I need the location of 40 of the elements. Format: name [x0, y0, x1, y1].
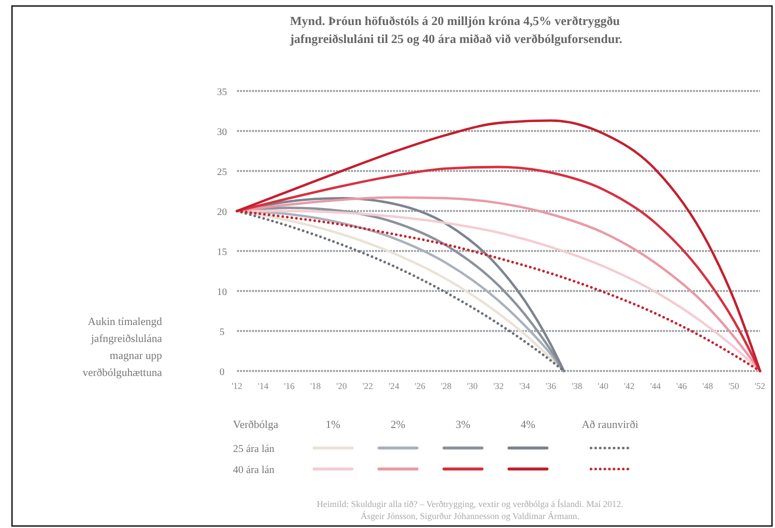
y-tick-label: 15 [217, 247, 227, 258]
x-tick-label: '48 [702, 381, 714, 391]
text: 2% [390, 419, 406, 431]
x-tick-label: '28 [440, 381, 452, 391]
x-tick-label: '34 [519, 381, 530, 391]
x-tick-label: '32 [493, 381, 504, 391]
x-tick-label: '22 [362, 381, 374, 391]
x-tick-label: '44 [650, 381, 662, 391]
text: 40 ára lán [233, 465, 276, 476]
x-tick-label: '18 [310, 381, 322, 391]
y-tick-label: 10 [217, 287, 227, 298]
x-tick-label: '36 [545, 381, 557, 391]
text: 1% [326, 419, 340, 431]
y-axis-title: Aukin tímalengd jafngreiðslulána magnar upp verðbólguhættuna [82, 316, 162, 379]
text: 25 ára lán [233, 444, 276, 455]
y-tick-label: 20 [217, 207, 227, 218]
x-tick-label: '42 [624, 381, 635, 391]
x-tick-label: '20 [336, 381, 348, 391]
text: 4% [520, 419, 536, 431]
x-tick-label: '12 [232, 381, 242, 391]
y-tick-label: 5 [220, 327, 224, 338]
x-tick-label: '40 [598, 381, 609, 391]
x-tick-label: '14 [258, 381, 269, 391]
legend-title: Verðbólga [233, 419, 278, 431]
x-tick-label: '50 [728, 381, 740, 391]
chart-title: Mynd. Þróun höfuðstóls á 20 milljón króna 4,5% verðtryggðu jafngreiðsluláni til 25 og 40 ára miðað við verðbólguforsendur. [289, 14, 622, 46]
y-tick-label: 0 [220, 367, 224, 378]
y-tick-label: 35 [217, 87, 227, 98]
y-tick-label: 25 [217, 167, 227, 178]
text: Heimild: Skuldugir alla tíð? – Verðtrygging, vextir og verðbólga á Íslandi. Maí 2012. Ásgeir Jónsson, Sigurður Jóhannesson og Valdimar Ármann. [316, 499, 624, 521]
text: 3% [456, 419, 470, 431]
x-tick-label: '46 [676, 381, 688, 391]
text: Að raunvirði [582, 419, 638, 431]
x-tick-label: '26 [414, 381, 426, 391]
x-tick-label: '24 [388, 381, 400, 391]
x-tick-label: '52 [754, 381, 766, 391]
x-tick-label: '38 [572, 381, 583, 391]
y-tick-label: 30 [217, 127, 227, 138]
x-tick-label: '30 [467, 381, 478, 391]
x-tick-label: '16 [284, 381, 296, 391]
